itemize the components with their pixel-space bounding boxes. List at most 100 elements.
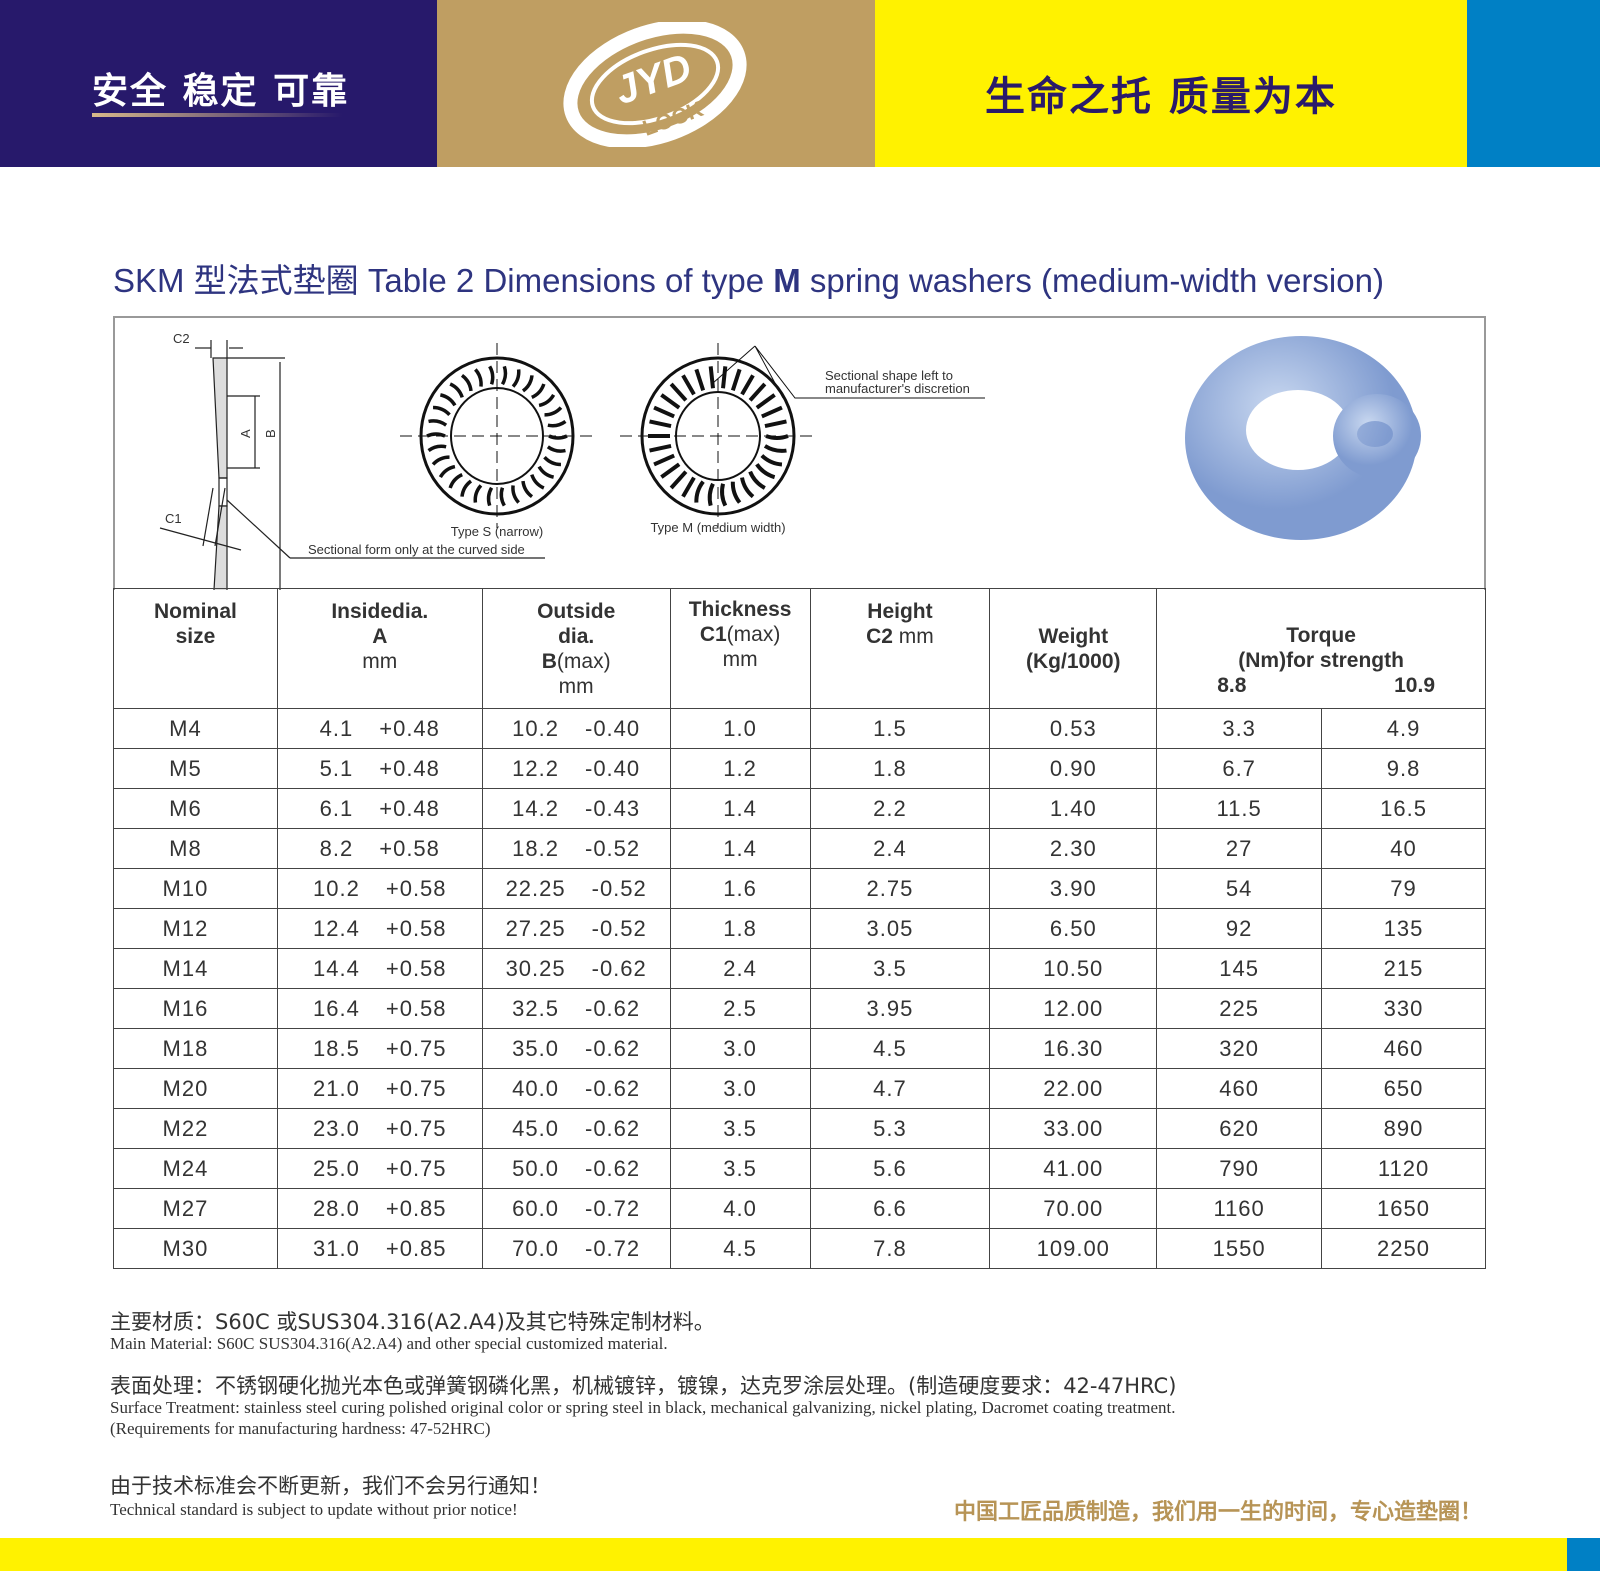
material-en: Main Material: S60C SUS304.316(A2.A4) an… <box>110 1334 668 1353</box>
cell-value: 22.00 <box>1043 1075 1104 1101</box>
cell-height: 1.8 <box>809 748 991 789</box>
cell-value: 215 <box>1383 955 1424 981</box>
cell-value: 1.5 <box>873 715 907 741</box>
tolerance-value: +0.75 <box>385 1155 447 1181</box>
washer-tooth <box>653 453 675 467</box>
cell-value: 650 <box>1383 1075 1424 1101</box>
cell-torque-10-9: 40 <box>1321 828 1486 869</box>
title-en-bold: M <box>773 262 801 299</box>
tolerance-value: +0.75 <box>385 1115 447 1141</box>
cell-weight: 0.90 <box>989 748 1158 789</box>
tolerance-value: +0.58 <box>385 875 447 901</box>
tolerance-value: -0.40 <box>585 715 641 741</box>
washer-tooth <box>765 434 789 440</box>
tolerance-value: +0.75 <box>385 1075 447 1101</box>
washer-tooth <box>653 405 675 419</box>
washer-tooth <box>740 374 755 396</box>
diagram-panel: C2 C1 A B Sectional form only at the cur… <box>113 316 1486 641</box>
cell-value: 1.0 <box>723 715 757 741</box>
tolerance-value: -0.62 <box>585 1115 641 1141</box>
cell-value: 30.25 <box>505 955 566 981</box>
cell-nominal-size: M6 <box>113 788 278 829</box>
washer-tooth <box>730 481 742 504</box>
cell-torque-10-9: 215 <box>1321 948 1486 989</box>
header-band-blue <box>1467 0 1600 167</box>
cell-value: M27 <box>162 1195 209 1221</box>
cell-outside-dia: 30.25 -0.62 <box>481 948 671 989</box>
washer-tooth <box>730 368 742 391</box>
washer-tooth <box>547 419 567 428</box>
cell-torque-10-9: 135 <box>1321 908 1486 949</box>
cell-value: 3.5 <box>873 955 907 981</box>
cell-torque-10-9: 9.8 <box>1321 748 1486 789</box>
washer-tooth <box>499 487 506 507</box>
cell-inside-dia: 12.4 +0.58 <box>276 908 483 949</box>
table-row: M6 6.1 +0.48 14.2 -0.43 1.4 2.2 1.40 11.5 16.5 <box>113 788 1486 829</box>
title-cn: SKM 型法式垫圈 <box>113 262 359 299</box>
cell-outside-dia: 14.2 -0.43 <box>481 788 671 829</box>
cell-value: 40 <box>1390 835 1417 861</box>
washer-tooth <box>660 393 681 410</box>
cell-value: 320 <box>1219 1035 1259 1061</box>
header-band-navy <box>0 0 437 167</box>
cell-nominal-size: M8 <box>113 828 278 869</box>
cell-nominal-size: M5 <box>113 748 278 789</box>
cell-inside-dia: 25.0 +0.75 <box>276 1148 483 1189</box>
cell-inside-dia: 14.4 +0.58 <box>276 948 483 989</box>
cell-height: 3.5 <box>809 948 991 989</box>
washer-photo-large <box>1185 336 1417 540</box>
cell-torque-8-8: 54 <box>1156 868 1323 909</box>
cell-torque-10-9: 4.9 <box>1321 708 1486 749</box>
cell-weight: 22.00 <box>989 1068 1158 1109</box>
cell-thickness: 2.4 <box>669 948 811 989</box>
cell-value: M22 <box>162 1115 209 1141</box>
cell-nominal-size: M16 <box>113 988 278 1029</box>
cell-weight: 33.00 <box>989 1108 1158 1149</box>
cell-height: 3.95 <box>809 988 991 1029</box>
cell-value: 14.2 <box>512 795 559 821</box>
washer-tooth <box>649 444 672 453</box>
washer-tooth <box>521 375 534 393</box>
header-weight: Weight (Kg/1000) <box>989 588 1158 709</box>
cell-nominal-size: M27 <box>113 1188 278 1229</box>
tolerance-value: +0.48 <box>379 795 440 821</box>
cell-value: 92 <box>1225 915 1253 941</box>
page-title: SKM 型法式垫圈 Table 2 Dimensions of type M s… <box>113 254 1384 302</box>
washer-tooth <box>449 382 464 398</box>
cell-thickness: 3.0 <box>669 1028 811 1069</box>
washer-tooth <box>755 393 776 410</box>
cell-height: 3.05 <box>809 908 991 949</box>
cell-value: 145 <box>1219 955 1259 981</box>
cell-value: 2250 <box>1377 1235 1430 1261</box>
washer-tooth <box>748 382 767 402</box>
washer-tooth <box>488 365 495 385</box>
cell-value: 135 <box>1383 915 1424 941</box>
washer-tooth <box>448 473 463 489</box>
cell-value: 11.5 <box>1216 795 1262 821</box>
cell-inside-dia: 28.0 +0.85 <box>276 1188 483 1229</box>
washer-tooth <box>694 480 705 503</box>
cell-weight: 12.00 <box>989 988 1158 1029</box>
label-a: A <box>238 429 253 438</box>
cell-weight: 2.30 <box>989 828 1158 869</box>
cell-value: 3.0 <box>723 1075 757 1101</box>
cell-thickness: 1.2 <box>669 748 811 789</box>
notice-cn: 由于技术标准会不断更新，我们不会另行通知！ <box>110 1474 551 1498</box>
washer-tooth <box>669 470 688 490</box>
tolerance-value: -0.62 <box>585 1035 641 1061</box>
cell-nominal-size: M20 <box>113 1068 278 1109</box>
cell-value: 790 <box>1219 1155 1259 1181</box>
washer-tooth <box>438 464 456 479</box>
cell-weight: 6.50 <box>989 908 1158 949</box>
cell-inside-dia: 8.2 +0.58 <box>276 828 483 869</box>
cell-torque-8-8: 27 <box>1156 828 1323 869</box>
cell-inside-dia: 4.1 +0.48 <box>276 708 483 749</box>
cell-weight: 41.00 <box>989 1148 1158 1189</box>
cell-value: 3.5 <box>723 1155 757 1181</box>
washer-drawings: C2 C1 A B Sectional form only at the cur… <box>159 331 1421 641</box>
cell-torque-10-9: 2250 <box>1321 1228 1486 1269</box>
cell-value: 18.5 <box>313 1035 360 1061</box>
surface-en-2: (Requirements for manufacturing hardness… <box>110 1419 491 1438</box>
cell-value: M16 <box>162 995 209 1021</box>
cell-value: M24 <box>162 1155 209 1181</box>
